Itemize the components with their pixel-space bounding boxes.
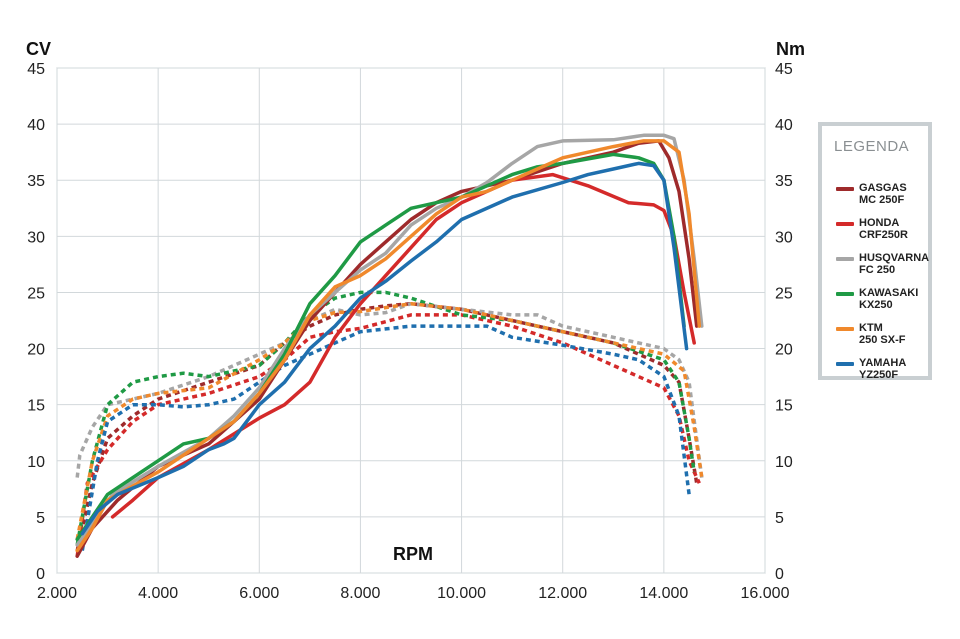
y-tick-label-right: 25 [775, 285, 793, 302]
legend-swatch [836, 187, 854, 191]
y-tick-label-left: 40 [27, 117, 45, 134]
legend-label: YAMAHA YZ250F [859, 357, 907, 381]
y-tick-label-left: 0 [36, 566, 45, 583]
legend-item: GASGAS MC 250F [836, 182, 907, 206]
x-tick-label: 4.000 [138, 585, 178, 602]
legend-item: HUSQVARNA FC 250 [836, 252, 929, 276]
legend-swatch [836, 292, 854, 296]
x-tick-label: 14.000 [639, 585, 688, 602]
legend: LEGENDA GASGAS MC 250F HONDA CRF250R HUSQV… [818, 122, 932, 381]
legend-swatch [836, 362, 854, 366]
y-tick-label-left: 20 [27, 342, 45, 359]
axis-layer: 0 0 5 5 10 10 15 15 20 20 25 25 30 30 35 35 40 40 45 45 2.00… [27, 61, 793, 602]
power-line-yamaha [80, 161, 689, 536]
y-tick-label-left: 10 [27, 454, 45, 471]
y-tick-label-right: 40 [775, 117, 793, 134]
y-tick-label-right: 30 [775, 229, 793, 246]
y-tick-label-left: 35 [27, 173, 45, 190]
torque-line-husqvarna [75, 301, 704, 478]
x-axis-label: RPM [393, 544, 433, 564]
legend-swatch [836, 257, 854, 261]
y-tick-label-right: 5 [775, 510, 784, 527]
y-tick-label-right: 10 [775, 454, 793, 471]
power-line-ktm [75, 139, 702, 553]
y-tick-label-left: 5 [36, 510, 45, 527]
legend-label: KAWASAKI KX250 [859, 287, 919, 311]
x-tick-label: 10.000 [437, 585, 486, 602]
x-tick-label: 6.000 [239, 585, 279, 602]
x-tick-label: 8.000 [340, 585, 380, 602]
legend-label: HONDA CRF250R [859, 217, 908, 241]
legend-label: HUSQVARNA FC 250 [859, 252, 930, 276]
legend-item: KAWASAKI KX250 [836, 287, 918, 311]
x-tick-label: 2.000 [37, 585, 77, 602]
y-tick-label-right: 20 [775, 342, 793, 359]
y-tick-label-right: 0 [775, 566, 784, 583]
torque-line-kawasaki [75, 290, 696, 546]
legend-item: HONDA CRF250R [836, 217, 908, 241]
torque-line-yamaha [80, 324, 691, 551]
x-tick-label: 16.000 [741, 585, 790, 602]
power-line-honda [110, 172, 696, 519]
torque-line-gasgas [75, 301, 699, 551]
y-tick-label-left: 25 [27, 285, 45, 302]
left-axis-unit: CV [26, 39, 51, 59]
legend-item: KTM 250 SX-F [836, 322, 905, 346]
power-line-kawasaki [75, 152, 686, 542]
right-axis-unit: Nm [776, 39, 805, 59]
torque-line-honda [75, 313, 701, 557]
y-tick-label-left: 15 [27, 398, 45, 415]
legend-swatch [836, 222, 854, 226]
legend-title: LEGENDA [834, 138, 910, 155]
y-tick-label-right: 15 [775, 398, 793, 415]
y-tick-label-left: 45 [27, 61, 45, 78]
x-tick-label: 12.000 [538, 585, 587, 602]
series-layer [75, 133, 704, 558]
legend-item: YAMAHA YZ250F [836, 357, 906, 381]
y-tick-label-right: 35 [775, 173, 793, 190]
y-tick-label-right: 45 [775, 61, 793, 78]
y-tick-label-left: 30 [27, 229, 45, 246]
legend-swatch [836, 327, 854, 331]
legend-label: GASGAS MC 250F [859, 182, 907, 206]
legend-label: KTM 250 SX-F [859, 322, 906, 346]
torque-line-ktm [75, 301, 704, 540]
